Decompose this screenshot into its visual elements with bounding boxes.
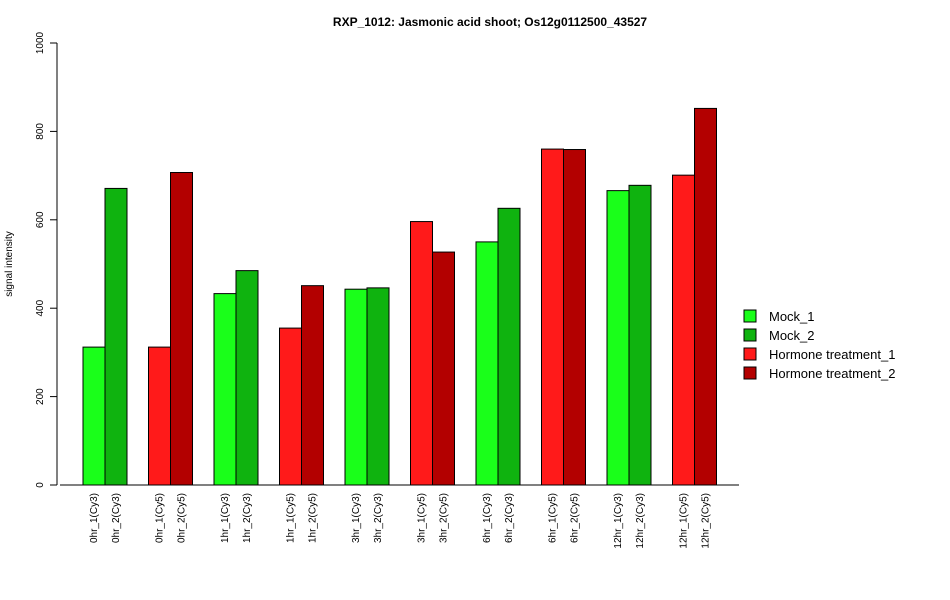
legend-swatch <box>743 347 757 361</box>
y-tick-label: 0 <box>35 482 46 488</box>
legend-label: Mock_2 <box>769 328 815 343</box>
legend-swatch <box>743 328 757 342</box>
bars <box>82 107 717 486</box>
x-tick-label: 3hr_2(Cy5) <box>439 493 450 543</box>
x-tick-label: 12hr_2(Cy5) <box>701 493 712 549</box>
y-tick-label: 200 <box>35 388 46 405</box>
x-tick-label: 3hr_2(Cy3) <box>373 493 384 543</box>
x-tick-label: 1hr_1(Cy3) <box>220 493 231 543</box>
x-tick-label: 6hr_2(Cy5) <box>570 493 581 543</box>
x-tick-labels: 0hr_1(Cy3) 0hr_2(Cy3) 0hr_1(Cy5) 0hr_2(Cy5)… <box>89 493 712 549</box>
x-tick-label: 0hr_2(Cy3) <box>111 493 122 543</box>
legend-label: Mock_1 <box>769 309 815 324</box>
x-tick-label: 1hr_1(Cy5) <box>286 493 297 543</box>
bar <box>366 287 390 486</box>
legend-swatch <box>743 309 757 323</box>
bar <box>694 107 717 486</box>
x-tick-label: 1hr_2(Cy3) <box>242 493 253 543</box>
bar <box>213 293 237 486</box>
bar <box>148 346 171 486</box>
y-tick-label: 800 <box>35 123 46 140</box>
legend: Mock_1 Mock_2 Hormone treatment_1 Hormone t… <box>743 309 895 381</box>
bar <box>170 172 193 486</box>
x-tick-label: 12hr_1(Cy5) <box>679 493 690 549</box>
bar <box>235 270 259 486</box>
x-tick-label: 3hr_1(Cy3) <box>351 493 362 543</box>
y-tick-label: 600 <box>35 211 46 228</box>
bar <box>606 190 630 486</box>
bar <box>563 149 586 486</box>
bar <box>104 187 128 486</box>
x-tick-label: 12hr_2(Cy3) <box>635 493 646 549</box>
y-tick-label: 1000 <box>35 31 46 54</box>
bar <box>344 288 368 486</box>
x-tick-label: 6hr_1(Cy5) <box>548 493 559 543</box>
x-tick-label: 12hr_1(Cy3) <box>613 493 624 549</box>
legend-swatch <box>743 366 757 380</box>
x-tick-label: 0hr_2(Cy5) <box>177 493 188 543</box>
x-tick-label: 3hr_1(Cy5) <box>417 493 428 543</box>
y-axis: 0 200 400 600 800 1000 <box>35 31 58 488</box>
legend-label: Hormone treatment_2 <box>769 366 895 381</box>
x-tick-label: 6hr_1(Cy3) <box>482 493 493 543</box>
bar <box>672 174 695 486</box>
bar <box>82 346 106 486</box>
legend-label: Hormone treatment_1 <box>769 347 895 362</box>
bar <box>432 251 455 486</box>
bar <box>475 241 499 486</box>
bar <box>279 327 302 486</box>
bar <box>497 207 521 486</box>
y-axis-label: signal intensity <box>4 231 15 297</box>
x-tick-label: 6hr_2(Cy3) <box>504 493 515 543</box>
x-tick-label: 1hr_2(Cy5) <box>308 493 319 543</box>
bar <box>628 184 652 486</box>
bar <box>541 148 564 486</box>
y-tick-label: 400 <box>35 299 46 316</box>
bar <box>410 221 433 486</box>
x-tick-label: 0hr_1(Cy3) <box>89 493 100 543</box>
bar <box>301 285 324 486</box>
chart-title: RXP_1012: Jasmonic acid shoot; Os12g0112… <box>333 15 648 29</box>
x-tick-label: 0hr_1(Cy5) <box>155 493 166 543</box>
